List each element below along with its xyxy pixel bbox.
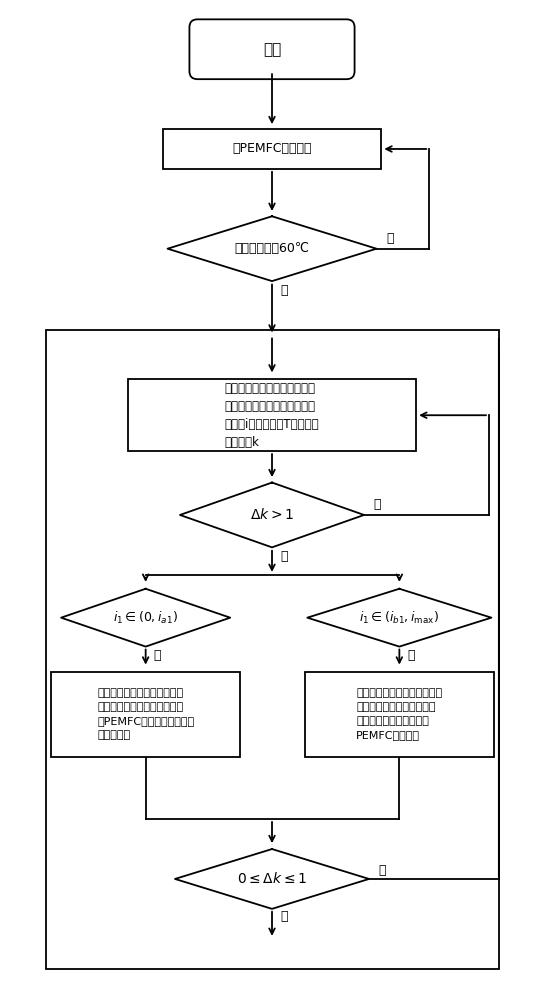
Bar bbox=[305, 672, 494, 757]
Bar bbox=[46, 330, 499, 969]
Text: $0\leq\Delta k\leq 1$: $0\leq\Delta k\leq 1$ bbox=[237, 871, 307, 886]
Text: 是: 是 bbox=[407, 649, 415, 662]
Text: 是: 是 bbox=[280, 284, 287, 297]
Text: $i_1\in(0,i_{a1})$: $i_1\in(0,i_{a1})$ bbox=[113, 610, 178, 626]
Bar bbox=[128, 379, 416, 451]
Text: 控制器产生控制信号给水循环
系统，提高电堆温度；同时增
加PEMFC电堆进气压力，控
制气体比例: 控制器产生控制信号给水循环 系统，提高电堆温度；同时增 加PEMFC电堆进气压力… bbox=[97, 688, 194, 740]
Text: $i_1\in(i_{b1},i_{\mathrm{max}})$: $i_1\in(i_{b1},i_{\mathrm{max}})$ bbox=[359, 610, 439, 626]
Bar bbox=[51, 672, 240, 757]
Text: 否: 否 bbox=[373, 498, 381, 511]
Text: 是: 是 bbox=[280, 910, 287, 923]
Text: 开始: 开始 bbox=[263, 42, 281, 57]
Text: 否: 否 bbox=[386, 232, 394, 245]
Text: 否: 否 bbox=[378, 864, 386, 877]
Text: 给PEMFC电堆预热: 给PEMFC电堆预热 bbox=[232, 142, 312, 155]
Text: 电堆温度达到60℃: 电堆温度达到60℃ bbox=[234, 242, 310, 255]
Text: 通入氢气和空气，接入电子负
载，打开阻抗测试仪。采集电
流密度i、电堆温度T等信息，
计算斜率k: 通入氢气和空气，接入电子负 载，打开阻抗测试仪。采集电 流密度i、电堆温度T等信… bbox=[225, 382, 319, 449]
Text: 是: 是 bbox=[154, 649, 161, 662]
Text: $\Delta k>1$: $\Delta k>1$ bbox=[250, 507, 294, 522]
Text: 控制器产生控制信号给排气系
统和水循环系统，增加排气
量，降低电堆温度；减小
PEMFC电子负载: 控制器产生控制信号给排气系 统和水循环系统，增加排气 量，降低电堆温度；减小 P… bbox=[356, 688, 443, 740]
FancyBboxPatch shape bbox=[190, 19, 355, 79]
Text: 是: 是 bbox=[280, 550, 287, 563]
Bar bbox=[162, 129, 382, 169]
